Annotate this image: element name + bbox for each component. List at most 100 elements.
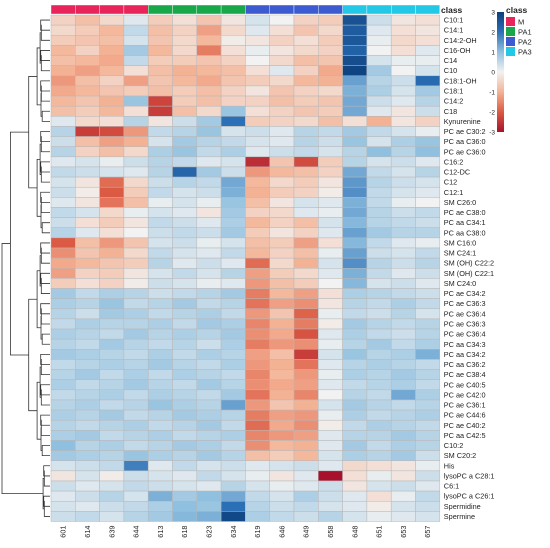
heatmap-cell	[123, 85, 149, 97]
heatmap-cell	[99, 359, 125, 370]
heatmap-cell	[415, 156, 441, 168]
heatmap-cell	[220, 247, 246, 259]
heatmap-cell	[293, 237, 319, 249]
heatmap-cell	[75, 186, 100, 198]
heatmap-cell	[245, 349, 270, 360]
heatmap-cell	[172, 75, 198, 87]
heatmap-cell	[415, 500, 441, 512]
heatmap-cell	[123, 298, 149, 310]
heatmap-cell	[366, 419, 392, 431]
heatmap-cell	[123, 146, 149, 158]
row-label: PC ae C36:3	[444, 319, 486, 328]
row-label: PC ae C36:4	[444, 330, 486, 339]
heatmap-cell	[318, 85, 343, 97]
heatmap-cell	[366, 511, 392, 522]
heatmap-cell	[75, 460, 100, 472]
heatmap-cell	[293, 450, 319, 461]
heatmap-cell	[99, 247, 125, 259]
heatmap-cell	[123, 430, 149, 441]
heatmap-cell	[366, 369, 392, 380]
heatmap-cells	[50, 14, 441, 522]
heatmap-cell	[293, 399, 319, 411]
heatmap-cell	[123, 75, 149, 87]
heatmap-cell	[220, 359, 246, 370]
heatmap-cell	[293, 45, 319, 56]
row-label: lysoPC a C26:1	[444, 492, 495, 501]
dendrogram-branch	[40, 196, 50, 213]
heatmap-cell	[366, 237, 392, 249]
heatmap-cell	[172, 379, 198, 391]
dendrogram-branch	[40, 389, 50, 406]
heatmap-cell	[366, 379, 392, 391]
heatmap-cell	[415, 430, 441, 441]
heatmap-cell	[415, 399, 441, 411]
heatmap-cell	[220, 35, 246, 46]
heatmap-cell	[366, 430, 392, 441]
heatmap-cell	[75, 349, 100, 360]
heatmap-cell	[99, 440, 125, 451]
heatmap-cell	[99, 35, 125, 46]
heatmap-cell	[220, 146, 246, 158]
heatmap-cell	[50, 247, 76, 259]
heatmap-cell	[75, 237, 100, 249]
heatmap-cell	[269, 75, 295, 87]
heatmap-cell	[123, 490, 149, 502]
heatmap-cell	[293, 419, 319, 431]
row-label: PC ae C34:2	[444, 289, 486, 298]
column-label: 601	[59, 526, 68, 538]
heatmap-cell	[366, 308, 392, 320]
heatmap-cell	[318, 389, 343, 401]
heatmap-cell	[342, 480, 368, 492]
dendrogram-branch	[1, 243, 44, 495]
heatmap-cell	[415, 85, 441, 97]
heatmap-cell	[293, 176, 319, 188]
heatmap-cell	[50, 328, 76, 340]
heatmap-cell	[318, 156, 343, 168]
heatmap-cell	[342, 227, 368, 239]
heatmap-cell	[269, 298, 295, 310]
class-bar-cell	[415, 4, 440, 15]
heatmap-cell	[196, 399, 222, 411]
heatmap-cell	[220, 65, 246, 77]
heatmap-cell	[342, 460, 368, 472]
heatmap-cell	[172, 419, 198, 431]
heatmap-cell	[75, 217, 100, 228]
heatmap-cell	[147, 227, 173, 239]
heatmap-cell	[318, 95, 343, 107]
heatmap-cell	[196, 45, 222, 56]
heatmap-cell	[390, 298, 416, 310]
heatmap-cell	[147, 490, 173, 502]
heatmap-cell	[366, 450, 392, 461]
heatmap-cell	[415, 349, 441, 360]
heatmap-cell	[50, 136, 76, 147]
heatmap-cell	[293, 95, 319, 107]
heatmap-cell	[196, 419, 222, 431]
heatmap-cell	[366, 227, 392, 239]
heatmap-cell	[318, 126, 343, 137]
heatmap-cell	[415, 197, 441, 208]
heatmap-cell	[269, 45, 295, 56]
heatmap-cell	[269, 55, 295, 66]
heatmap-cell	[75, 146, 100, 158]
dendrogram-branch	[41, 222, 50, 234]
heatmap-cell	[415, 450, 441, 461]
heatmap-cell	[50, 399, 76, 411]
heatmap-cell	[172, 146, 198, 158]
heatmap-cell	[99, 116, 125, 127]
heatmap-cell	[415, 480, 441, 492]
heatmap-cell	[99, 156, 125, 168]
heatmap-cell	[50, 156, 76, 168]
heatmap-cell	[269, 359, 295, 370]
heatmap-cell	[123, 207, 149, 218]
heatmap-cell	[75, 450, 100, 461]
heatmap-cell	[293, 146, 319, 158]
heatmap-cell	[196, 450, 222, 461]
row-label: SM (OH) C22:2	[444, 259, 494, 268]
heatmap-cell	[196, 85, 222, 97]
heatmap-cell	[293, 500, 319, 512]
heatmap-cell	[245, 500, 270, 512]
heatmap-cell	[318, 511, 343, 522]
heatmap-cell	[147, 75, 173, 87]
heatmap-cell	[220, 14, 246, 26]
